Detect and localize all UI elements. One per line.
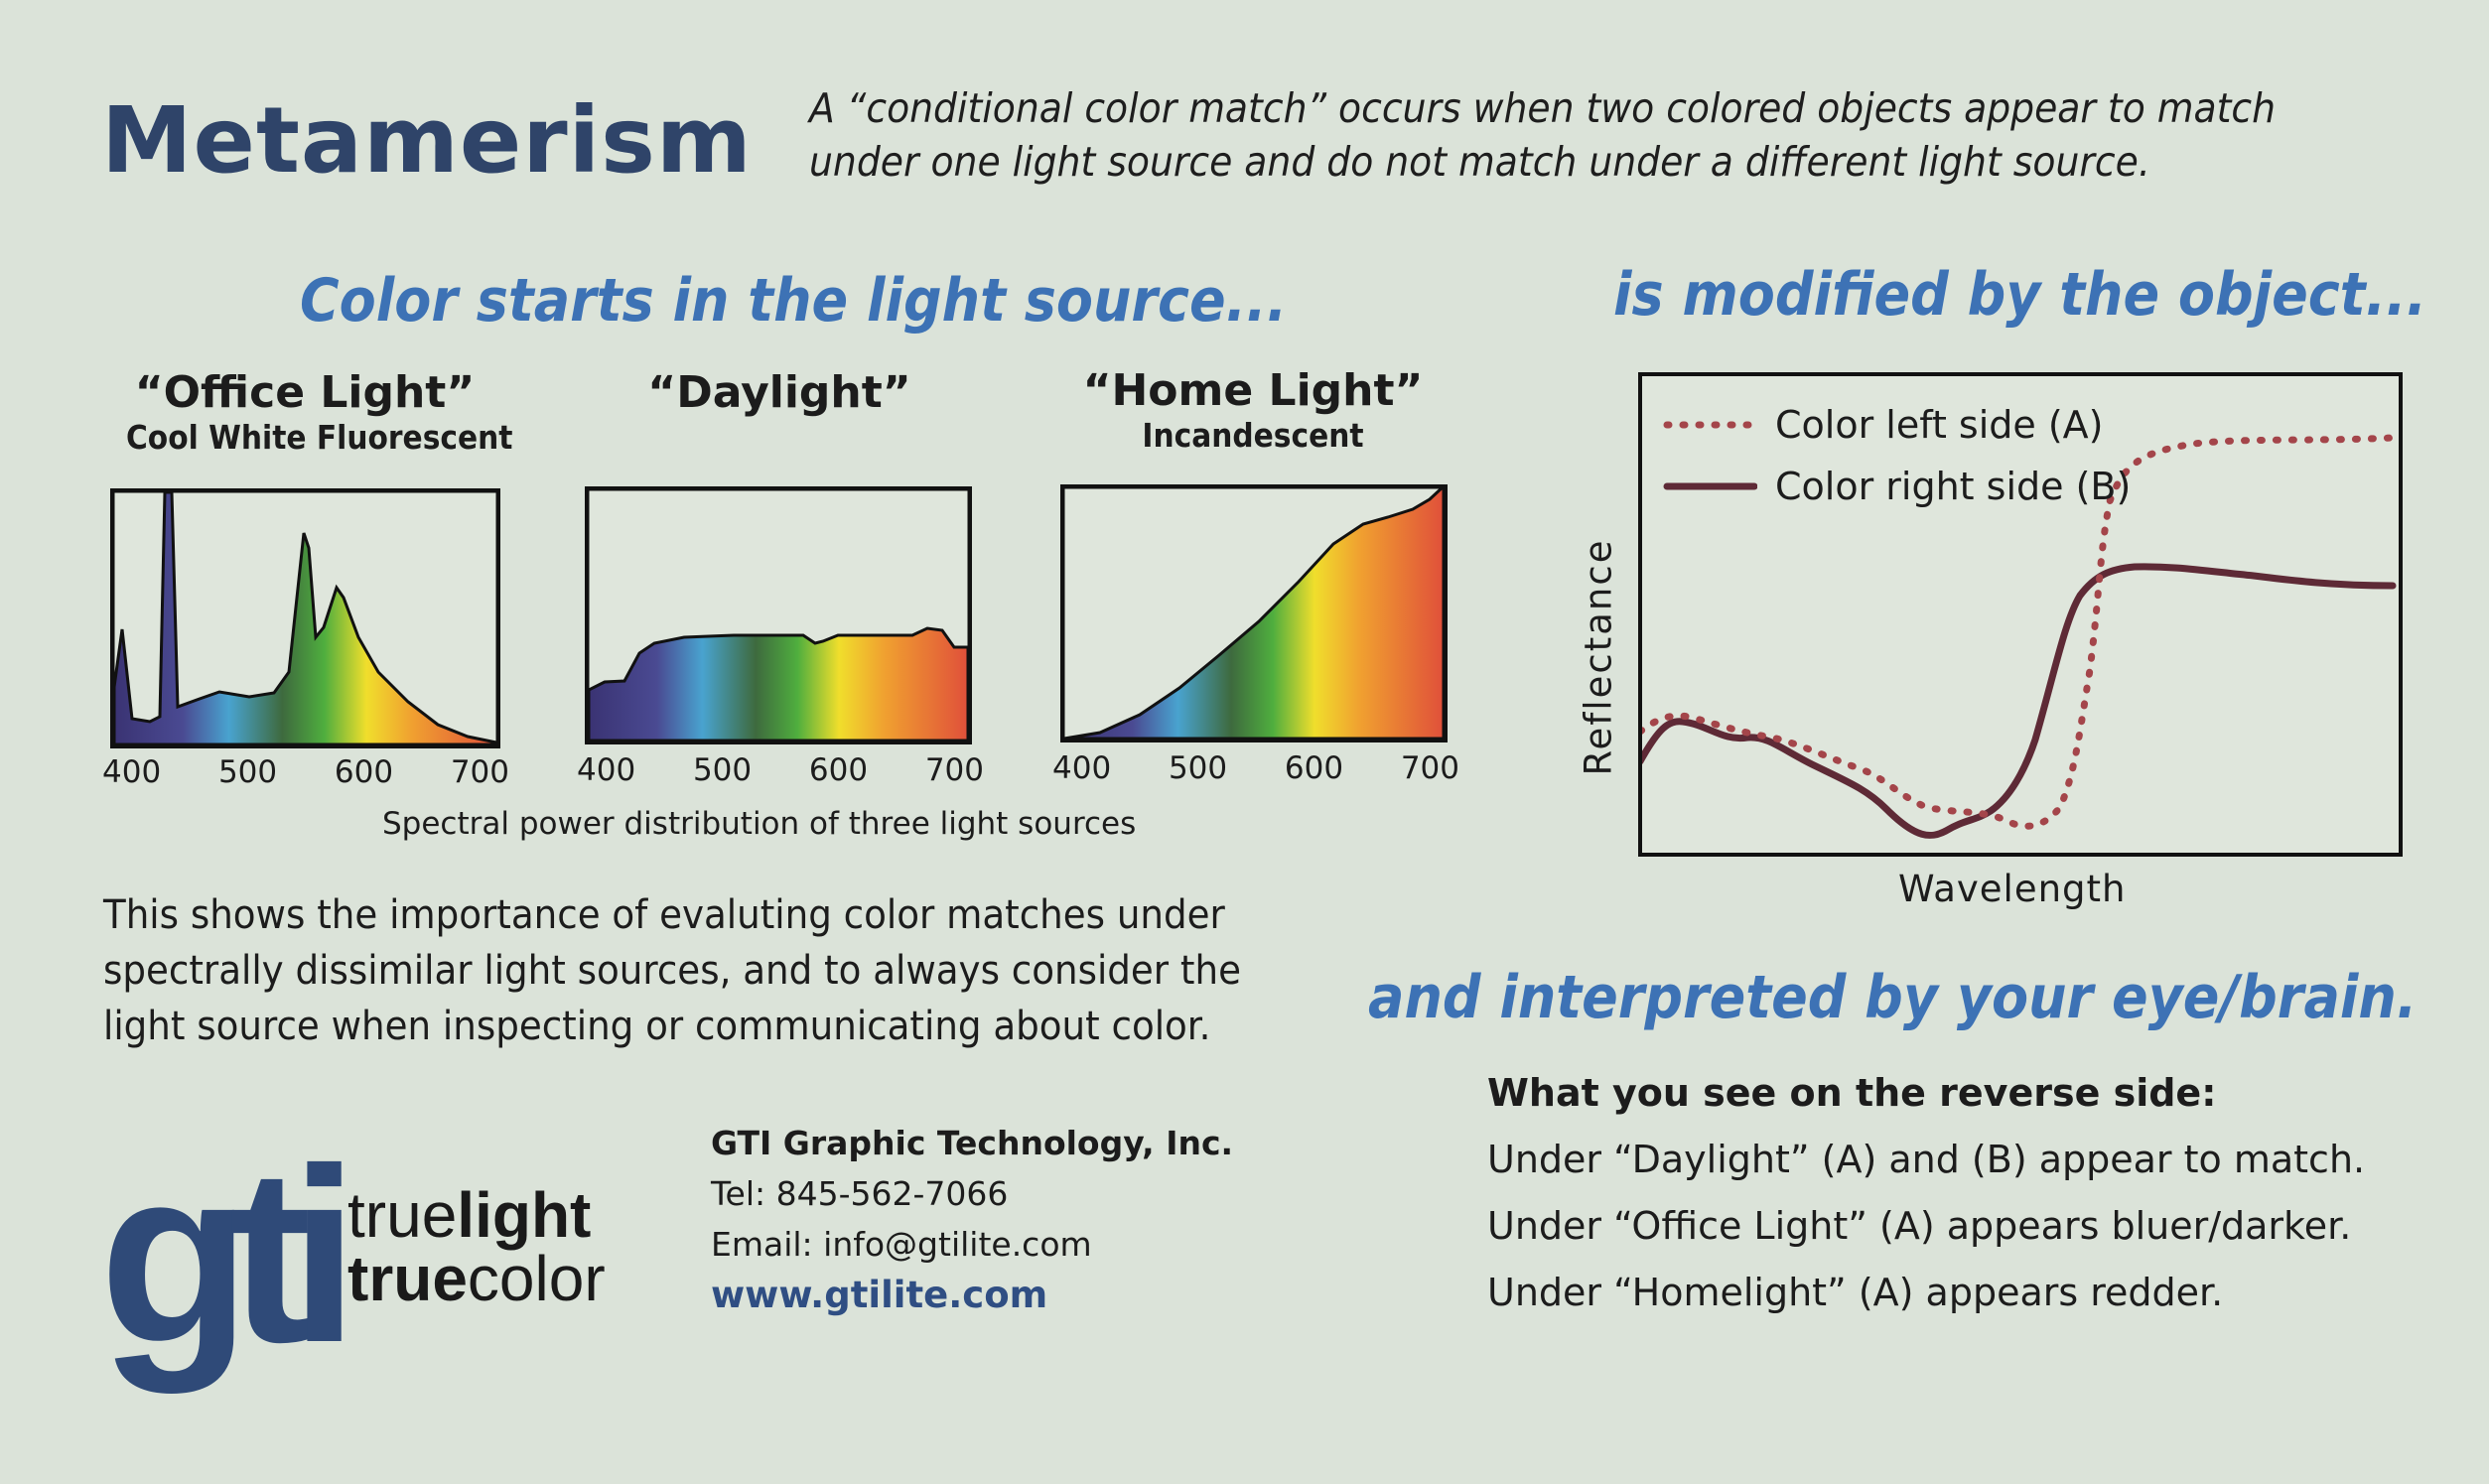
- gti-logo: gti: [99, 1117, 358, 1394]
- x-axis-ticks: 400 500 600 700: [577, 752, 984, 788]
- logo-tagline: truelight truecolor: [347, 1183, 606, 1310]
- x-axis-ticks: 400 500 600 700: [1052, 750, 1459, 786]
- legend-label-b: Color right side (B): [1775, 465, 2132, 508]
- gti-logo-mark: gti: [99, 1117, 358, 1394]
- spd-caption: Spectral power distribution of three lig…: [382, 806, 1137, 842]
- tick-500: 500: [692, 752, 753, 788]
- light-source-office: “Office Light” Cool White Fluorescent: [106, 367, 513, 457]
- reverse-item-daylight: Under “Daylight” (A) and (B) appear to m…: [1487, 1138, 2366, 1181]
- light-source-home: “Home Light” Incandescent: [1054, 365, 1452, 455]
- reflectance-xlabel: Wavelength: [1898, 868, 2127, 910]
- home-title: “Home Light”: [1082, 365, 1424, 416]
- tick-500: 500: [1168, 750, 1228, 786]
- reverse-side-notes: What you see on the reverse side: Under …: [1487, 1060, 2365, 1326]
- reflectance-chart: Color left side (A) Color right side (B): [1636, 372, 2403, 861]
- company-name: GTI Graphic Technology, Inc.: [711, 1124, 1234, 1162]
- explanation-text: This shows the importance of evaluting c…: [103, 887, 1340, 1054]
- legend-label-a: Color left side (A): [1775, 403, 2104, 447]
- intro-line-2: under one light source and do not match …: [809, 138, 2150, 186]
- tick-600: 600: [334, 754, 394, 790]
- contact-block: GTI Graphic Technology, Inc. Tel: 845-56…: [711, 1118, 1233, 1320]
- reflectance-legend: Color left side (A) Color right side (B): [1663, 394, 2131, 517]
- tick-400: 400: [577, 752, 636, 788]
- reflectance-ylabel-wrap: Reflectance: [1569, 539, 1628, 776]
- explanation-line-2: spectrally dissimilar light sources, and…: [103, 948, 1241, 994]
- legend-item-b: Color right side (B): [1663, 456, 2131, 517]
- x-axis-ticks: 400 500 600 700: [102, 754, 509, 790]
- tick-400: 400: [1052, 750, 1112, 786]
- tick-700: 700: [450, 754, 509, 790]
- explanation-line-3: light source when inspecting or communic…: [103, 1004, 1211, 1049]
- office-subtitle: Cool White Fluorescent: [126, 418, 513, 457]
- tagline-truelight: truelight: [347, 1183, 606, 1247]
- intro-line-1: A “conditional color match” occurs when …: [809, 84, 2277, 132]
- tick-700: 700: [924, 752, 984, 788]
- tagline-truecolor: truecolor: [347, 1247, 606, 1310]
- reflectance-ylabel: Reflectance: [1577, 538, 1620, 776]
- tag-true-bold: true: [347, 1243, 468, 1314]
- contact-tel[interactable]: Tel: 845-562-7066: [711, 1174, 1009, 1213]
- tick-400: 400: [102, 754, 162, 790]
- tag-true: true: [347, 1179, 458, 1251]
- tick-700: 700: [1400, 750, 1459, 786]
- spd-chart-office: 400 500 600 700: [102, 488, 509, 790]
- contact-email[interactable]: Email: info@gtilite.com: [711, 1225, 1092, 1264]
- reverse-heading: What you see on the reverse side:: [1487, 1071, 2217, 1115]
- solid-line-icon: [1663, 482, 1757, 490]
- eye-heading: and interpreted by your eye/brain.: [1368, 963, 2418, 1032]
- home-subtitle: Incandescent: [1142, 416, 1364, 455]
- page-title: Metamerism: [101, 87, 753, 194]
- spd-chart-home: 400 500 600 700: [1052, 484, 1459, 786]
- daylight-title: “Daylight”: [647, 367, 911, 418]
- spd-chart-daylight: 400 500 600 700: [577, 486, 984, 788]
- tick-600: 600: [1284, 750, 1344, 786]
- dotted-line-icon: [1663, 421, 1757, 429]
- light-source-heading: Color starts in the light source...: [300, 266, 1288, 336]
- object-heading: is modified by the object...: [1613, 260, 2427, 330]
- website-link[interactable]: www.gtilite.com: [711, 1274, 1048, 1316]
- reverse-item-home: Under “Homelight” (A) appears redder.: [1487, 1271, 2224, 1314]
- tick-600: 600: [808, 752, 869, 788]
- office-title: “Office Light”: [134, 367, 476, 418]
- legend-item-a: Color left side (A): [1663, 394, 2131, 456]
- reverse-item-office: Under “Office Light” (A) appears bluer/d…: [1487, 1204, 2352, 1248]
- tick-500: 500: [217, 754, 278, 790]
- tag-color: color: [467, 1243, 606, 1314]
- intro-text: A “conditional color match” occurs when …: [809, 81, 2307, 189]
- tag-light: light: [457, 1179, 592, 1251]
- light-source-daylight: “Daylight”: [581, 367, 978, 418]
- explanation-line-1: This shows the importance of evaluting c…: [103, 892, 1225, 938]
